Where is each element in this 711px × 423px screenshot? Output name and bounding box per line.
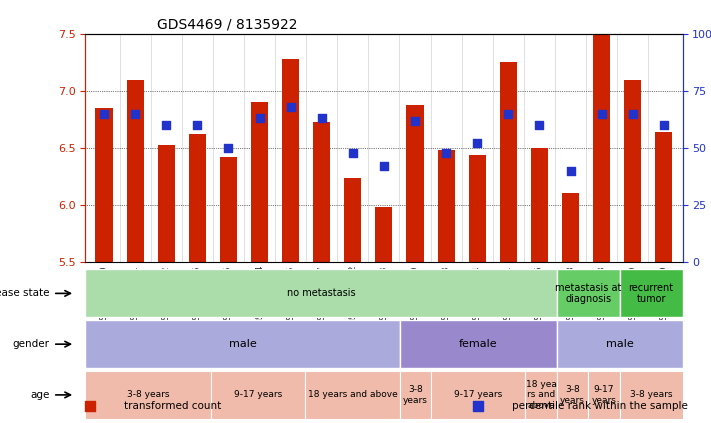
Text: 3-8
years: 3-8 years xyxy=(560,385,585,405)
Point xyxy=(596,110,607,117)
FancyBboxPatch shape xyxy=(557,269,620,317)
Point xyxy=(191,122,203,129)
Point xyxy=(473,403,484,409)
Text: 3-8 years: 3-8 years xyxy=(630,390,673,399)
Text: transformed count: transformed count xyxy=(124,401,221,411)
Point xyxy=(440,149,452,156)
Point xyxy=(85,403,96,409)
Point xyxy=(347,149,358,156)
FancyBboxPatch shape xyxy=(85,371,211,419)
FancyBboxPatch shape xyxy=(431,371,525,419)
Bar xyxy=(624,80,641,262)
Bar xyxy=(656,132,673,262)
Point xyxy=(410,117,421,124)
Text: percentile rank within the sample: percentile rank within the sample xyxy=(511,401,688,411)
Point xyxy=(285,104,296,110)
Point xyxy=(534,122,545,129)
Bar xyxy=(562,192,579,262)
Text: 18 years and above: 18 years and above xyxy=(308,390,397,399)
FancyBboxPatch shape xyxy=(588,371,620,419)
Bar xyxy=(282,59,299,262)
Bar xyxy=(437,150,455,262)
Bar xyxy=(251,102,268,262)
Bar xyxy=(375,207,392,262)
FancyBboxPatch shape xyxy=(525,371,557,419)
Point xyxy=(129,110,141,117)
FancyBboxPatch shape xyxy=(85,320,400,368)
Bar xyxy=(593,34,610,262)
Text: 18 yea
rs and
above: 18 yea rs and above xyxy=(525,380,557,410)
Text: recurrent
tumor: recurrent tumor xyxy=(629,283,674,304)
FancyBboxPatch shape xyxy=(557,371,588,419)
Text: male: male xyxy=(229,339,257,349)
Bar xyxy=(469,155,486,262)
Point xyxy=(223,145,234,151)
Text: disease state: disease state xyxy=(0,288,50,298)
Text: no metastasis: no metastasis xyxy=(287,288,356,298)
FancyBboxPatch shape xyxy=(620,371,683,419)
Bar xyxy=(531,148,548,262)
Point xyxy=(627,110,638,117)
Point xyxy=(98,110,109,117)
Text: 9-17 years: 9-17 years xyxy=(234,390,282,399)
Point xyxy=(658,122,670,129)
Text: female: female xyxy=(459,339,498,349)
FancyBboxPatch shape xyxy=(557,320,683,368)
Text: GDS4469 / 8135922: GDS4469 / 8135922 xyxy=(157,17,297,31)
FancyBboxPatch shape xyxy=(211,371,305,419)
Text: gender: gender xyxy=(13,339,50,349)
Text: 3-8
years: 3-8 years xyxy=(403,385,428,405)
Point xyxy=(565,168,576,174)
Bar xyxy=(188,135,206,262)
Text: 9-17 years: 9-17 years xyxy=(454,390,503,399)
Point xyxy=(254,115,265,122)
Bar xyxy=(127,80,144,262)
Bar xyxy=(344,178,361,262)
Point xyxy=(471,140,483,147)
Text: male: male xyxy=(606,339,634,349)
Bar xyxy=(220,157,237,262)
Point xyxy=(503,110,514,117)
Text: 9-17
years: 9-17 years xyxy=(592,385,616,405)
Text: 3-8 years: 3-8 years xyxy=(127,390,169,399)
Point xyxy=(161,122,172,129)
Text: metastasis at
diagnosis: metastasis at diagnosis xyxy=(555,283,621,304)
Bar xyxy=(313,122,331,262)
Text: age: age xyxy=(30,390,50,400)
Point xyxy=(316,115,327,122)
Point xyxy=(378,163,390,170)
FancyBboxPatch shape xyxy=(400,320,557,368)
FancyBboxPatch shape xyxy=(400,371,431,419)
FancyBboxPatch shape xyxy=(305,371,400,419)
Bar xyxy=(95,108,112,262)
FancyBboxPatch shape xyxy=(85,269,557,317)
Bar xyxy=(158,145,175,262)
Bar xyxy=(500,62,517,262)
Bar xyxy=(407,104,424,262)
FancyBboxPatch shape xyxy=(620,269,683,317)
